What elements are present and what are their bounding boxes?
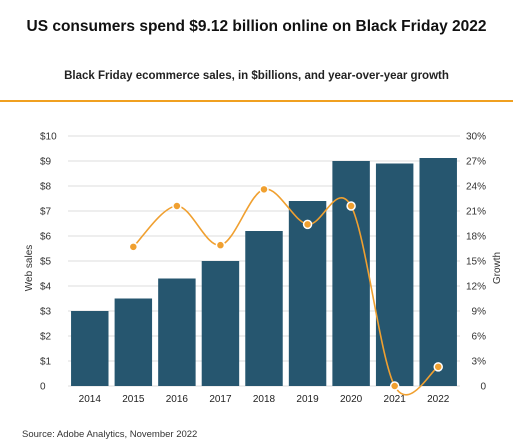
right-tick-label: 24% — [466, 182, 486, 193]
growth-point-2017 — [215, 240, 226, 250]
right-tick-label: 9% — [472, 307, 487, 318]
left-axis-ticks: 0 $1 $2 $3 $4 $5 $6 $7 $8 $9 $10 — [40, 132, 57, 393]
right-tick-label: 30% — [466, 132, 486, 143]
x-tick-label: 2019 — [296, 394, 319, 405]
bar-2019 — [288, 201, 327, 386]
bar-2014 — [71, 311, 109, 386]
bar-2018 — [245, 231, 283, 386]
left-tick-label: $6 — [40, 232, 52, 243]
chart-subtitle: Black Friday ecommerce sales, in $billio… — [64, 70, 449, 82]
right-tick-label: 15% — [466, 257, 486, 268]
left-tick-label: $10 — [40, 132, 57, 143]
left-tick-label: 0 — [40, 382, 46, 393]
x-tick-label: 2015 — [122, 394, 145, 405]
left-tick-label: $1 — [40, 357, 52, 368]
right-axis-ticks: 0 3% 6% 9% 12% 15% 18% 21% 24% 27% 30% — [466, 132, 486, 393]
growth-point-2016 — [172, 201, 182, 211]
left-tick-label: $9 — [40, 157, 52, 168]
header-divider — [0, 100, 513, 102]
x-tick-label: 2021 — [384, 394, 407, 405]
left-tick-label: $2 — [40, 332, 52, 343]
growth-point-2020 — [346, 201, 356, 211]
growth-point-2018 — [259, 184, 269, 195]
x-tick-label: 2020 — [340, 394, 363, 405]
right-axis-label: Growth — [492, 252, 503, 284]
right-tick-label: 21% — [466, 207, 486, 218]
bar-2016 — [158, 278, 196, 386]
right-tick-label: 0 — [480, 382, 486, 393]
chart-title: US consumers spend $9.12 billion online … — [26, 18, 487, 35]
bar-2015 — [114, 298, 153, 386]
growth-point-2021 — [389, 381, 400, 391]
x-tick-label: 2017 — [209, 394, 232, 405]
growth-point-2015 — [128, 242, 139, 252]
x-tick-label: 2018 — [253, 394, 276, 405]
x-axis-labels: 2014 2015 2016 2017 2018 2019 2020 2021 2022 — [79, 394, 450, 405]
left-axis-label: Web sales — [24, 245, 35, 292]
bar-series — [71, 158, 457, 386]
x-tick-label: 2016 — [166, 394, 189, 405]
source-note: Source: Adobe Analytics, November 2022 — [22, 429, 198, 440]
bar-2021 — [375, 163, 414, 386]
bar-2017 — [201, 261, 240, 386]
growth-point-2019 — [302, 219, 313, 230]
left-tick-label: $7 — [40, 207, 52, 218]
left-tick-label: $5 — [40, 257, 52, 268]
growth-points — [128, 184, 443, 391]
growth-line — [132, 188, 439, 396]
growth-point-2022 — [433, 362, 443, 372]
x-tick-label: 2022 — [427, 394, 450, 405]
bar-2022 — [419, 158, 457, 386]
left-tick-label: $8 — [40, 182, 52, 193]
left-tick-label: $4 — [40, 282, 52, 293]
right-tick-label: 3% — [472, 357, 487, 368]
right-tick-label: 6% — [472, 332, 487, 343]
right-tick-label: 27% — [466, 157, 486, 168]
left-tick-label: $3 — [40, 307, 52, 318]
x-tick-label: 2014 — [79, 394, 102, 405]
bar-2020 — [332, 161, 370, 386]
right-tick-label: 12% — [466, 282, 486, 293]
right-tick-label: 18% — [466, 232, 486, 243]
